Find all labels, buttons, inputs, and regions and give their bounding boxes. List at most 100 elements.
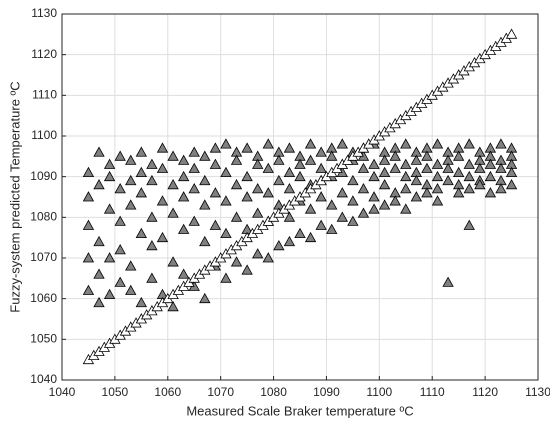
point [463, 138, 475, 149]
point [188, 146, 200, 157]
point [252, 158, 264, 169]
point [199, 199, 211, 210]
point [241, 264, 253, 275]
point [125, 174, 137, 186]
point [336, 138, 348, 149]
point [357, 162, 370, 173]
point [167, 300, 179, 312]
point [326, 223, 338, 234]
point [167, 207, 179, 218]
point [167, 256, 179, 267]
point [177, 268, 190, 279]
point [378, 178, 391, 190]
point [114, 150, 126, 161]
point [400, 183, 412, 194]
point [421, 162, 433, 173]
point [188, 215, 200, 226]
point [315, 191, 327, 202]
point [495, 162, 507, 173]
point [146, 158, 158, 169]
y-tick-label: 1070 [30, 250, 57, 264]
point [199, 235, 211, 247]
point [199, 174, 211, 186]
y-tick-label: 1090 [30, 169, 57, 183]
x-axis-label: Measured Scale Braker temperature ºC [186, 403, 413, 418]
point [135, 296, 148, 308]
point [93, 296, 105, 308]
point [452, 166, 465, 177]
point [347, 215, 359, 226]
point [463, 219, 475, 230]
point [389, 195, 401, 206]
point [209, 158, 222, 169]
point [125, 154, 137, 165]
point [400, 138, 412, 149]
x-tick-label: 1040 [49, 385, 76, 399]
point [357, 207, 370, 218]
point [304, 203, 317, 214]
point [442, 276, 454, 287]
point [495, 138, 507, 149]
point [262, 138, 274, 149]
y-tick-label: 1060 [30, 291, 57, 305]
point [484, 187, 497, 198]
point [389, 162, 401, 173]
point [283, 235, 296, 247]
point [283, 211, 296, 222]
point [273, 174, 285, 186]
point [135, 166, 148, 177]
point [188, 183, 200, 194]
y-tick-label: 1040 [30, 372, 57, 386]
x-tick-label: 1120 [472, 385, 498, 399]
point [452, 187, 465, 198]
point [103, 203, 116, 214]
point [294, 227, 306, 238]
point [283, 183, 296, 194]
x-tick-label: 1100 [366, 385, 392, 399]
point [220, 166, 232, 177]
point [82, 219, 95, 230]
point [93, 146, 105, 157]
point [82, 252, 95, 263]
point [188, 162, 200, 173]
point [463, 170, 475, 182]
point [114, 244, 126, 255]
point [230, 256, 243, 267]
point [135, 227, 148, 238]
y-tick-label: 1120 [31, 47, 57, 61]
point [273, 239, 285, 251]
point [220, 272, 232, 283]
point [294, 170, 306, 182]
point [378, 166, 391, 177]
point [368, 170, 380, 182]
point [484, 170, 497, 182]
point [474, 162, 486, 173]
point [114, 183, 126, 194]
point [410, 191, 423, 202]
point [410, 174, 423, 186]
point [114, 276, 126, 287]
point [273, 154, 285, 165]
point [230, 211, 243, 222]
point [410, 154, 423, 165]
point [389, 150, 401, 161]
point [262, 187, 274, 198]
point [167, 150, 179, 161]
point [315, 219, 327, 230]
point [82, 166, 95, 177]
point [177, 170, 190, 182]
point [209, 142, 222, 153]
y-tick-label: 1110 [32, 88, 57, 102]
x-tick-label: 1130 [525, 385, 550, 399]
point [442, 162, 454, 173]
point [156, 162, 169, 173]
y-tick-label: 1130 [31, 6, 57, 20]
plot-frame [61, 13, 539, 381]
point [421, 187, 433, 198]
point [336, 187, 348, 198]
point [368, 203, 380, 214]
point [93, 235, 105, 247]
point [484, 158, 497, 169]
point [230, 178, 243, 190]
